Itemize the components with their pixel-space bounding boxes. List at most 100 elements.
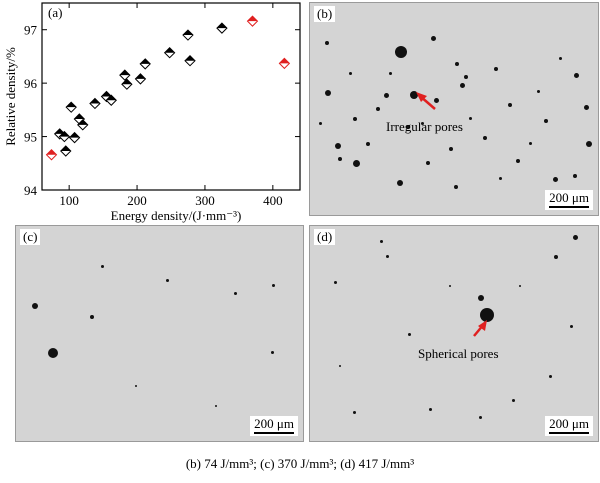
pore <box>572 234 578 240</box>
data-point-diamond <box>89 97 101 110</box>
pore <box>270 350 274 354</box>
x-tick-label: 200 <box>127 193 147 208</box>
scale-label: 200 μm <box>549 416 589 431</box>
pore <box>430 35 436 41</box>
pore <box>410 91 418 99</box>
pore <box>519 285 521 287</box>
pore <box>428 407 432 411</box>
x-tick-label: 300 <box>195 193 215 208</box>
pore <box>498 176 502 180</box>
pore <box>388 71 392 75</box>
pore <box>407 332 411 336</box>
panel-label: (a) <box>48 5 62 20</box>
pore <box>271 283 275 287</box>
data-point-diamond <box>246 15 259 27</box>
pore <box>339 365 341 367</box>
pore <box>376 107 380 111</box>
pore <box>455 62 459 66</box>
pore <box>90 315 94 319</box>
data-point-diamond <box>182 29 194 41</box>
pore <box>100 264 104 268</box>
pore <box>558 56 562 60</box>
arrow-icon <box>473 320 487 337</box>
data-point-diamond <box>105 94 117 106</box>
pore <box>480 308 494 322</box>
data-point-diamond <box>60 145 72 157</box>
pore <box>548 374 552 378</box>
data-point-diamond <box>77 119 89 131</box>
panel-c-micrograph: (c) 200 μm <box>15 225 304 442</box>
pore <box>385 254 389 258</box>
pore <box>366 142 370 146</box>
panel-a: 100 200 300 400 94 95 96 97 Energy density/(J·mm… <box>0 0 305 225</box>
scale-label: 200 μm <box>254 416 294 431</box>
pore <box>464 75 468 79</box>
pore <box>544 119 548 123</box>
pore <box>397 180 403 186</box>
irregular-pores-label: Irregular pores <box>386 119 463 134</box>
pore <box>516 159 520 163</box>
y-tick-label: 96 <box>24 76 38 91</box>
pore <box>353 117 357 121</box>
y-tick-label: 97 <box>24 23 38 38</box>
pore <box>338 157 342 161</box>
pore <box>333 280 337 284</box>
scale-bar: 200 μm <box>250 416 298 436</box>
pore <box>528 141 532 145</box>
panel-label: (b) <box>314 6 336 22</box>
data-point-diamond <box>45 149 58 161</box>
pore <box>449 285 451 287</box>
data-point-diamond <box>134 73 147 85</box>
data-point-diamond <box>65 101 77 113</box>
panel-b-micrograph: (b) Irregular pores 200 μm <box>309 2 599 216</box>
pore <box>420 121 424 125</box>
pore <box>494 67 498 71</box>
scale-bar: 200 μm <box>545 190 593 210</box>
scale-line <box>549 206 589 208</box>
pore <box>32 303 38 309</box>
pore <box>325 41 329 45</box>
pore <box>335 143 341 149</box>
data-point-diamond <box>58 130 71 143</box>
pore <box>454 185 458 189</box>
data-point-diamond <box>163 46 176 59</box>
arrow-icon <box>416 92 436 110</box>
data-point-diamond <box>139 58 151 70</box>
data-point-diamond <box>278 57 291 70</box>
pore <box>318 121 322 125</box>
pore <box>395 46 407 58</box>
pore <box>233 291 237 295</box>
plot-frame <box>41 2 301 191</box>
pore <box>165 278 169 282</box>
pore <box>478 415 482 419</box>
x-tick-label: 400 <box>263 193 283 208</box>
pore <box>352 159 360 167</box>
pore <box>511 398 515 402</box>
pore <box>483 136 487 140</box>
scale-line <box>549 432 589 434</box>
pore <box>573 72 579 78</box>
pore <box>352 410 356 414</box>
pore <box>135 385 137 387</box>
data-point-diamond <box>121 78 133 90</box>
pore <box>552 176 558 182</box>
pore <box>573 174 577 178</box>
pore <box>569 324 573 328</box>
pore <box>426 161 430 165</box>
pore <box>586 141 592 147</box>
pore <box>449 147 453 151</box>
pore <box>325 90 331 96</box>
y-axis-label: Relative density/% <box>3 47 18 146</box>
panel-label: (c) <box>20 229 41 245</box>
y-tick-label: 94 <box>24 183 38 198</box>
x-tick-label: 100 <box>59 193 79 208</box>
data-point-diamond <box>119 69 131 81</box>
pore <box>459 82 465 88</box>
relative-density-chart: 100 200 300 400 94 95 96 97 Energy density/(J·mm… <box>3 2 301 223</box>
data-point-diamond <box>68 131 81 144</box>
pore <box>406 125 410 129</box>
pore <box>48 348 58 358</box>
scale-bar: 200 μm <box>545 416 593 436</box>
x-axis-label: Energy density/(J·mm⁻³) <box>111 208 242 223</box>
data-point-diamond <box>216 22 228 34</box>
